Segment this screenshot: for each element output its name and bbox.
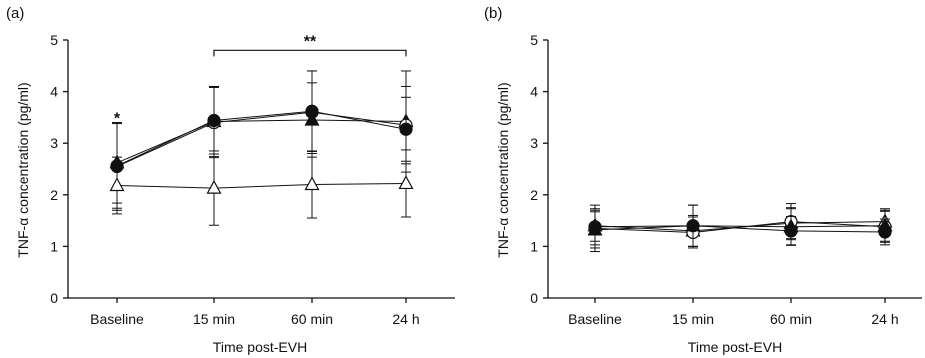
series-a-open-circle	[110, 70, 413, 211]
y-tick-label-1: 1	[530, 238, 538, 254]
point-open-triangle	[398, 175, 414, 190]
series-line-filled-triangle	[116, 119, 407, 164]
y-tick-label-5: 5	[50, 32, 58, 48]
series-line-filled-triangle	[594, 225, 886, 231]
x-tick-label-2: 60 min	[291, 311, 333, 327]
series-a-filled-triangle	[109, 70, 414, 204]
y-tick-label-1: 1	[50, 238, 58, 254]
y-tick-label-5: 5	[530, 32, 538, 48]
panel-a-y-axis-title: TNF-α concentration (pg/ml)	[15, 82, 31, 257]
significance-label: *	[114, 110, 121, 127]
panel-a-label: (a)	[6, 5, 24, 22]
panel-a-x-axis-title: Time post-EVH	[213, 339, 307, 355]
y-tick-label-2: 2	[530, 187, 538, 203]
x-tick-label-0: Baseline	[568, 311, 622, 327]
series-b-filled-circle	[588, 204, 892, 247]
point-open-triangle	[109, 177, 125, 192]
significance-bracket: **	[213, 33, 407, 57]
panel-b: (b) TNF-α concentration (pg/ml) Time pos…	[484, 5, 922, 355]
y-tick-label-4: 4	[530, 84, 538, 100]
series-a-filled-circle	[110, 70, 413, 209]
point-filled-circle	[686, 219, 700, 233]
point-filled-circle	[305, 104, 319, 118]
point-filled-circle	[878, 225, 892, 239]
x-tick-label-1: 15 min	[193, 311, 235, 327]
panel-b-y-axis-title: TNF-α concentration (pg/ml)	[495, 82, 511, 257]
y-tick-label-3: 3	[50, 135, 58, 151]
panel-a: (a) TNF-α concentration (pg/ml) Time pos…	[6, 5, 455, 355]
series-line-open-circle	[594, 221, 886, 233]
y-tick-label-0: 0	[530, 290, 538, 306]
x-tick-label-3: 24 h	[871, 311, 898, 327]
point-filled-circle	[399, 122, 413, 136]
y-tick-label-4: 4	[50, 84, 58, 100]
series-line-filled-circle	[116, 110, 407, 167]
series-a-open-triangle	[109, 149, 414, 226]
panel-b-x-axis-title: Time post-EVH	[688, 339, 782, 355]
point-filled-circle	[588, 220, 602, 234]
point-filled-circle	[784, 224, 798, 238]
x-tick-label-3: 24 h	[392, 311, 419, 327]
x-tick-label-0: Baseline	[90, 311, 144, 327]
series-line-open-circle	[116, 111, 407, 167]
x-tick-label-1: 15 min	[672, 311, 714, 327]
significance-label: **	[304, 33, 317, 50]
bracket-line	[213, 49, 407, 57]
point-filled-circle	[207, 113, 221, 128]
panel-b-plot-area: 0 1 2 3 4 5 Baseline 15 min 60 min 24 h	[530, 32, 922, 327]
series-line-open-triangle	[116, 182, 407, 189]
point-open-triangle	[304, 176, 320, 191]
x-tick-label-2: 60 min	[770, 311, 812, 327]
y-tick-label-3: 3	[530, 135, 538, 151]
point-open-triangle	[206, 179, 222, 194]
y-tick-label-2: 2	[50, 187, 58, 203]
panel-b-label: (b)	[484, 5, 502, 22]
series-line-filled-circle	[594, 225, 886, 233]
y-tick-label-0: 0	[50, 290, 58, 306]
